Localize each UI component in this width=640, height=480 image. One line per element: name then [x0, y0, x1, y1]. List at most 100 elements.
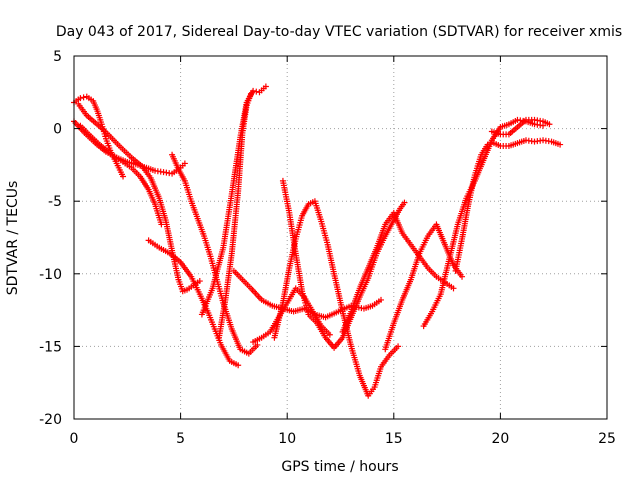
- data-point: [209, 246, 226, 292]
- grid: [74, 56, 607, 419]
- data-point: [416, 235, 430, 257]
- data-point: [220, 193, 235, 251]
- data-point: [196, 278, 203, 285]
- x-tick-label: 15: [385, 431, 403, 447]
- data-point: [169, 151, 181, 171]
- data-point: [531, 121, 544, 129]
- data-point: [378, 354, 392, 370]
- data-point: [175, 276, 185, 292]
- data-point: [348, 343, 363, 377]
- x-tick-label: 25: [598, 431, 616, 447]
- data-point: [395, 343, 402, 350]
- data-point: [279, 267, 292, 306]
- series-arc-c: [145, 237, 242, 369]
- data-point: [390, 209, 405, 235]
- y-tick-label: 0: [53, 122, 62, 138]
- data-point: [446, 223, 461, 263]
- data-point: [83, 112, 97, 125]
- data-point: [318, 323, 332, 337]
- data-point: [92, 119, 106, 132]
- data-point: [120, 173, 127, 180]
- data-point: [75, 100, 89, 117]
- data-point: [145, 237, 161, 250]
- data-point: [314, 320, 328, 339]
- data-point: [162, 217, 175, 252]
- data-point: [540, 118, 551, 127]
- data-point: [424, 264, 438, 278]
- data-point: [324, 241, 337, 275]
- data-point: [94, 108, 105, 126]
- data-point: [175, 166, 187, 182]
- data-point: [250, 335, 263, 346]
- x-tick-label: 10: [278, 431, 296, 447]
- data-point: [181, 177, 194, 202]
- data-point: [292, 250, 305, 293]
- data-point: [429, 293, 443, 315]
- data-point: [397, 201, 407, 212]
- data-point: [450, 285, 457, 292]
- data-point: [183, 283, 195, 293]
- data-point: [188, 273, 202, 295]
- data-point: [290, 306, 306, 315]
- data-point: [258, 330, 272, 341]
- data-point: [390, 299, 405, 327]
- data-point: [331, 270, 346, 313]
- data-point: [250, 87, 260, 95]
- data-point: [471, 153, 484, 179]
- y-axis-label: SDTVAR / TECUs: [5, 181, 21, 296]
- data-point: [437, 258, 452, 298]
- data-point: [77, 94, 87, 102]
- chart-title: Day 043 of 2017, Sidereal Day-to-day VTE…: [56, 24, 622, 40]
- data-point: [514, 137, 527, 147]
- data-point: [177, 162, 186, 171]
- data-point: [557, 141, 564, 148]
- data-point: [420, 310, 434, 330]
- data-point: [459, 203, 472, 242]
- data-point: [292, 215, 305, 242]
- data-point: [407, 252, 422, 283]
- data-point: [158, 221, 165, 228]
- data-point: [360, 303, 374, 312]
- data-point: [326, 331, 333, 338]
- data-point: [179, 287, 188, 295]
- data-point: [531, 137, 544, 145]
- data-point: [222, 252, 235, 303]
- data-point: [205, 310, 217, 330]
- data-point: [102, 135, 113, 152]
- data-point: [228, 190, 241, 257]
- data-point: [531, 116, 544, 124]
- y-tick-label: 5: [53, 49, 62, 65]
- y-tick-label: -5: [48, 194, 62, 210]
- data-point: [228, 325, 243, 351]
- axes: 0 5 10 15 20 25 5 0 -5 -10 -15 -20: [39, 49, 616, 447]
- data-point: [522, 116, 535, 123]
- data-point: [356, 277, 371, 301]
- data-point: [441, 279, 455, 290]
- data-point: [128, 164, 142, 178]
- data-point: [147, 174, 162, 200]
- data-point: [77, 122, 91, 136]
- data-point: [540, 137, 552, 145]
- x-tick-label: 0: [70, 431, 79, 447]
- data-point: [382, 219, 396, 240]
- data-point: [378, 296, 385, 303]
- x-tick-label: 5: [176, 431, 185, 447]
- data-point: [100, 127, 114, 141]
- series-arc-i: [271, 198, 402, 399]
- data-point: [497, 131, 510, 138]
- data-point: [117, 144, 133, 159]
- data-point: [365, 386, 377, 399]
- data-point: [237, 346, 250, 356]
- data-point: [230, 267, 244, 281]
- data-point: [181, 160, 188, 167]
- data-point: [279, 177, 292, 214]
- data-point: [546, 121, 553, 128]
- data-point: [365, 246, 379, 271]
- y-tick-label: -10: [39, 267, 62, 283]
- data-point: [90, 98, 100, 113]
- data-point: [152, 167, 164, 175]
- series-arc-o: [488, 116, 553, 138]
- data-point: [322, 309, 340, 321]
- data-point: [194, 215, 207, 237]
